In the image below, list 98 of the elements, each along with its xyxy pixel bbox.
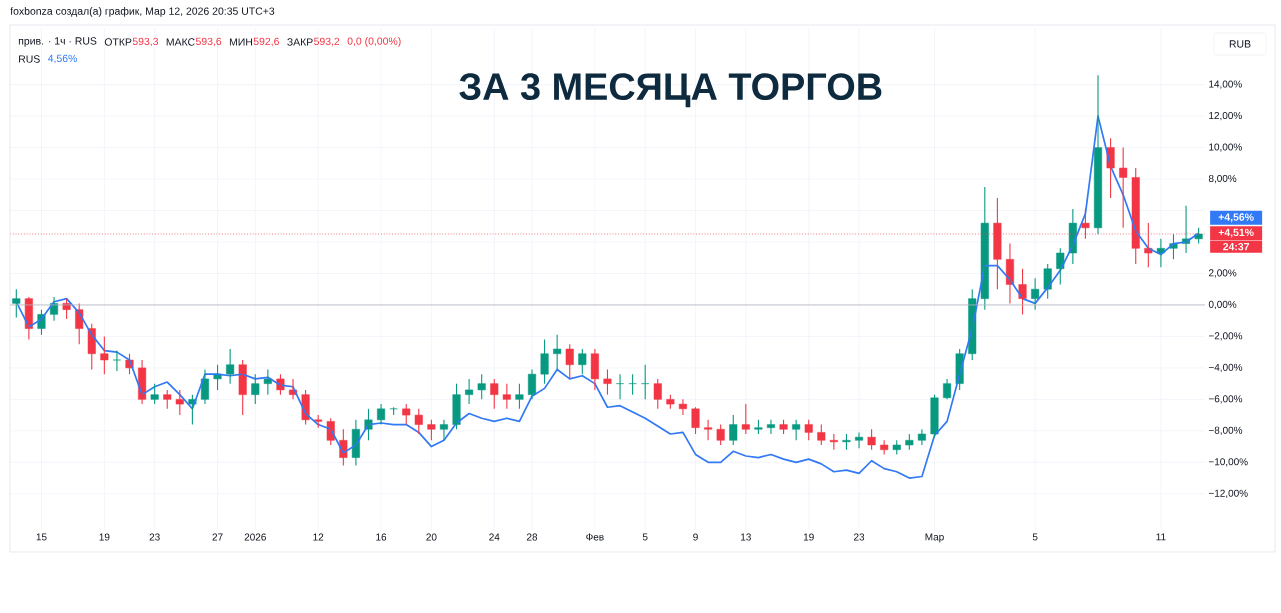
candlestick [603, 368, 612, 396]
candlestick [716, 424, 725, 446]
x-tick-label: 23 [149, 533, 160, 541]
x-tick-label: 9 [693, 533, 698, 541]
candlestick [905, 433, 914, 451]
candlestick [1018, 268, 1027, 315]
candlestick [477, 373, 486, 400]
y-tick-label: −4,00% [1208, 363, 1243, 373]
x-tick-label: 5 [642, 533, 648, 541]
candlestick [691, 406, 700, 435]
annotation: МИН [229, 38, 253, 46]
candlestick [175, 389, 184, 416]
candlestick [804, 419, 813, 441]
x-tick-label: 15 [36, 533, 47, 541]
candlestick [817, 424, 826, 446]
candlestick [867, 428, 876, 451]
candlestick [427, 419, 436, 441]
x-tick-label: 20 [426, 533, 437, 541]
candlestick [1056, 247, 1065, 286]
y-tick-label: 8,00% [1208, 174, 1237, 184]
candlestick [855, 431, 864, 449]
y-tick-label: −10,00% [1208, 458, 1248, 467]
candlestick [150, 383, 159, 405]
x-tick-label: 16 [376, 533, 387, 541]
candlestick [515, 383, 524, 410]
candlestick [87, 323, 96, 371]
y-tick-label: −2,00% [1208, 332, 1243, 341]
candlestick [741, 403, 750, 435]
y-tick-label: −12,00% [1208, 489, 1248, 498]
candlestick [1043, 263, 1052, 300]
y-tick-label: −8,00% [1208, 426, 1243, 435]
candlestick [12, 288, 21, 319]
candlestick [1119, 147, 1128, 229]
candlestick [465, 378, 474, 405]
candlestick [590, 348, 599, 391]
annotation: 592,6 [253, 37, 279, 47]
candlestick [314, 414, 323, 429]
candlestick [930, 394, 939, 438]
candlestick [452, 383, 461, 430]
text: ЗА 3 МЕСЯЦА ТОРГОВ [459, 73, 882, 108]
x-tick-label: 28 [526, 533, 538, 541]
candlestick [226, 348, 235, 385]
x-tick-label: Мар [925, 533, 944, 543]
x-tick-label: 11 [1156, 533, 1166, 541]
annotation: 4,56% [47, 54, 77, 64]
candlestick [729, 414, 738, 446]
annotation: 593,6 [195, 37, 222, 47]
candlestick [553, 334, 562, 371]
x-tick-label: 27 [212, 533, 223, 541]
candlestick [414, 408, 423, 435]
candlestick [326, 417, 335, 446]
x-tick-label: 19 [99, 533, 110, 541]
x-tick-label: Фев [586, 533, 604, 541]
candlestick [980, 186, 989, 311]
annotation: 593,2 [314, 37, 340, 47]
candlestick [112, 350, 121, 372]
y-tick-label: 2,00% [1208, 269, 1237, 278]
annotation: RUS [19, 55, 40, 63]
text: RUB [1229, 40, 1251, 48]
text: +4,56% [1218, 213, 1254, 223]
x-tick-label: 2026 [244, 533, 266, 541]
candlestick [578, 348, 587, 375]
x-tick-label: 19 [803, 533, 814, 541]
annotation: МАКС [166, 38, 195, 46]
candlestick [213, 364, 222, 391]
annotation: 593,3 [132, 37, 159, 47]
candlestick [842, 433, 851, 451]
y-tick-label: −6,00% [1208, 395, 1243, 404]
annotation: 0,0 (0,00%) [347, 37, 401, 47]
candlestick [238, 359, 247, 416]
annotation: прив. · 1ч · RUS [18, 37, 97, 47]
annotation: ЗАКР [287, 38, 313, 46]
candlestick [251, 373, 260, 405]
candlestick [704, 419, 713, 441]
y-tick-label: 12,00% [1209, 111, 1242, 121]
candlestick [502, 383, 511, 410]
candlestick [100, 335, 109, 375]
candlestick [163, 389, 172, 410]
text: 24:37 [1223, 242, 1250, 251]
y-tick-label: 0,00% [1208, 300, 1237, 310]
x-tick-label: 5 [1032, 533, 1038, 541]
x-tick-label: 23 [853, 533, 865, 541]
candlestick [917, 428, 926, 446]
candlestick [653, 378, 662, 410]
candlestick [565, 343, 574, 380]
text: foxbonza создал(а) график, Мар 12, 2026 20:35 UTC+3 [10, 7, 275, 17]
candlestick [792, 419, 801, 441]
x-tick-label: 12 [313, 533, 324, 541]
candlestick [829, 433, 838, 451]
annotation: ОТКР [104, 38, 132, 46]
y-tick-label: 10,00% [1209, 143, 1242, 152]
candlestick [540, 339, 549, 385]
y-tick-label: 14,00% [1209, 80, 1242, 89]
x-tick-label: 13 [741, 533, 751, 541]
x-tick-label: 24 [489, 533, 500, 541]
candlestick [490, 378, 499, 410]
ref-line-label: +4,51% [1218, 228, 1254, 238]
candlestick [402, 403, 411, 426]
